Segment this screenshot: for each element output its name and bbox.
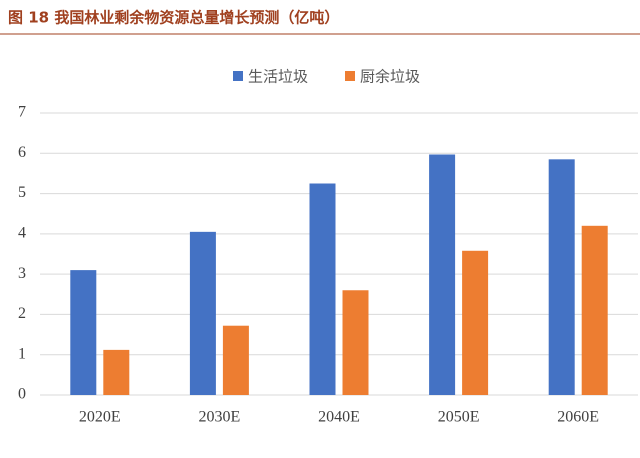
bar [581, 225, 608, 395]
y-tick-label: 7 [18, 104, 26, 121]
bar [309, 183, 336, 395]
x-tick-label: 2020E [79, 409, 121, 426]
y-tick-label: 1 [18, 345, 26, 362]
bar [189, 231, 216, 395]
legend-label: 厨余垃圾 [360, 68, 420, 86]
x-tick-label: 2060E [557, 409, 599, 426]
bar [222, 325, 249, 395]
x-tick-label: 2030E [199, 409, 241, 426]
legend-swatch [233, 71, 243, 81]
chart-title: 图 18 我国林业剩余物资源总量增长预测（亿吨） [8, 9, 339, 27]
y-tick-label: 2 [18, 305, 26, 322]
x-tick-label: 2050E [438, 409, 480, 426]
bar [342, 290, 369, 395]
y-tick-label: 5 [18, 184, 26, 201]
bar [70, 270, 97, 395]
y-tick-label: 6 [18, 144, 26, 161]
legend-swatch [345, 71, 355, 81]
bar [462, 250, 489, 395]
bar [548, 159, 575, 395]
legend-label: 生活垃圾 [248, 68, 308, 86]
y-tick-label: 3 [18, 265, 26, 282]
bar [103, 349, 130, 395]
x-tick-label: 2040E [318, 409, 360, 426]
y-tick-label: 0 [18, 386, 26, 403]
y-tick-label: 4 [18, 225, 26, 242]
bar [429, 154, 456, 395]
